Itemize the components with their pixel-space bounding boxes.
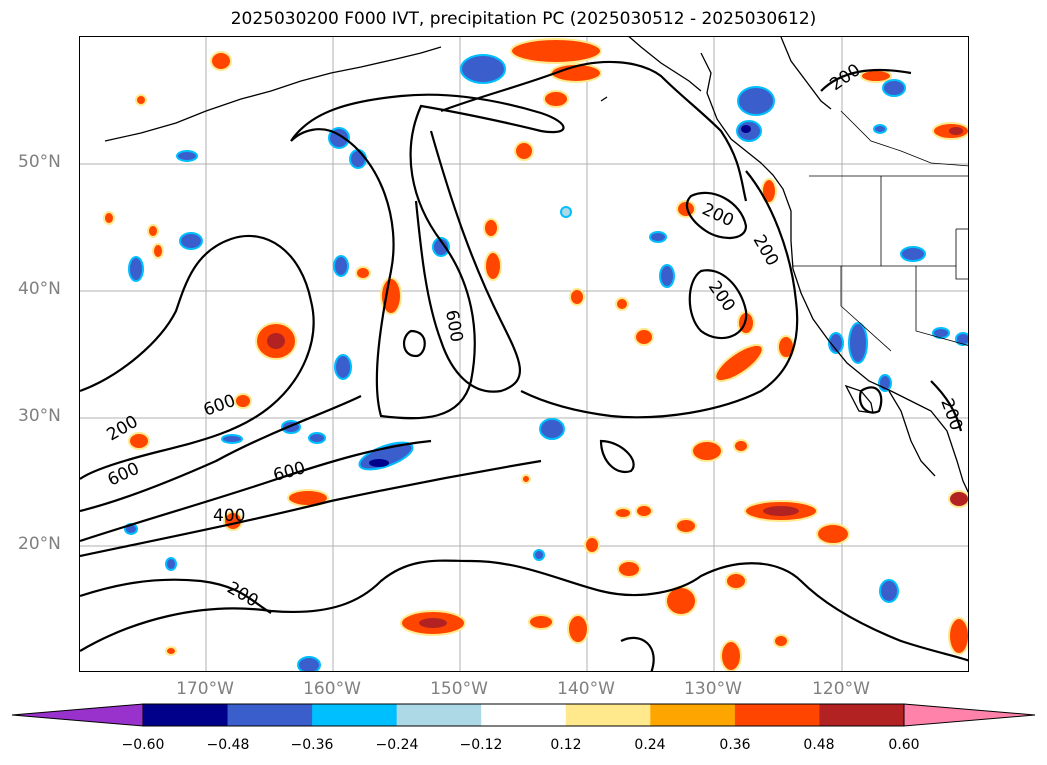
ivt-contours <box>80 60 968 671</box>
coastlines <box>104 37 968 494</box>
lon-label-170w: 170°W <box>176 679 234 699</box>
contour-label-200: 200 <box>826 60 864 95</box>
lat-label-30n: 30°N <box>18 406 61 426</box>
precip-positive <box>103 38 968 671</box>
colorbar-tick-label: −0.48 <box>206 737 250 753</box>
contour-label-600: 600 <box>105 459 143 491</box>
lon-label-130w: 130°W <box>684 679 742 699</box>
lon-label-160w: 160°W <box>303 679 361 699</box>
colorbar-segment <box>481 704 567 726</box>
contour-label-200: 200 <box>224 578 262 612</box>
colorbar-extend-high <box>903 703 1036 727</box>
lat-label-50n: 50°N <box>18 152 61 172</box>
colorbar-segments <box>11 703 1036 727</box>
colorbar-tick-label: −0.36 <box>290 737 334 753</box>
lon-label-120w: 120°W <box>812 679 870 699</box>
colorbar-segment <box>650 704 736 726</box>
contour-label-200: 200 <box>936 396 966 433</box>
colorbar-segment <box>734 704 820 726</box>
precip-negative <box>124 54 968 671</box>
state-borders <box>793 110 968 352</box>
contour-label-600: 600 <box>441 308 466 343</box>
colorbar-segment <box>565 704 651 726</box>
lon-label-140w: 140°W <box>557 679 615 699</box>
contour-label-400: 400 <box>213 506 245 526</box>
colorbar-tick-label: 0.36 <box>719 737 751 753</box>
colorbar-segment <box>819 704 905 726</box>
colorbar-extend-low <box>11 703 144 727</box>
colorbar-tick-label: −0.12 <box>459 737 503 753</box>
colorbar-tick-label: 0.48 <box>803 737 835 753</box>
colorbar-segment <box>396 704 482 726</box>
map-panel: 200 200 200 200 200 200 600 600 600 600 … <box>79 36 969 672</box>
colorbar-tick-label: −0.60 <box>121 737 165 753</box>
colorbar-tick-label: 0.12 <box>550 737 582 753</box>
colorbar-tick-label: 0.24 <box>634 737 666 753</box>
contour-label-200: 200 <box>749 232 783 270</box>
colorbar-segment <box>143 704 229 726</box>
contour-label-600: 600 <box>271 458 308 486</box>
lon-label-150w: 150°W <box>430 679 488 699</box>
contour-label-200: 200 <box>699 199 737 231</box>
map-canvas: 200 200 200 200 200 200 600 600 600 600 … <box>80 37 968 671</box>
colorbar-segment <box>227 704 313 726</box>
graticule <box>80 37 968 671</box>
lat-label-20n: 20°N <box>18 534 61 554</box>
map-title: 2025030200 F000 IVT, precipitation PC (2… <box>230 9 817 29</box>
colorbar-tick-label: −0.24 <box>375 737 419 753</box>
colorbar-segment <box>312 704 398 726</box>
colorbar <box>11 703 1036 727</box>
colorbar-tick-label: 0.60 <box>888 737 920 753</box>
lat-label-40n: 40°N <box>18 279 61 299</box>
